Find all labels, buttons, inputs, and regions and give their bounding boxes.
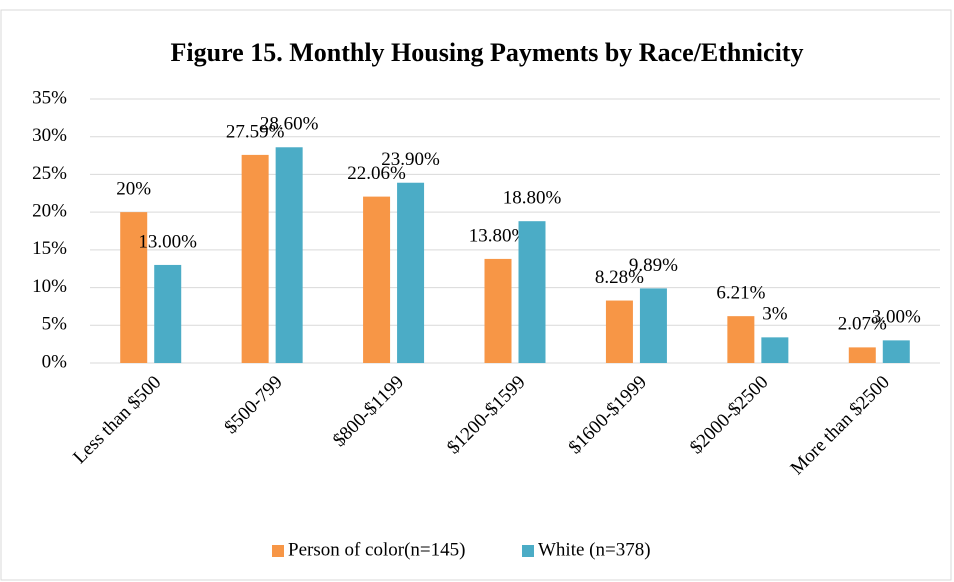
bar xyxy=(120,212,148,363)
value-label: 13.80% xyxy=(469,225,528,246)
value-label: 28.60% xyxy=(260,114,319,135)
chart-title: Figure 15. Monthly Housing Payments by R… xyxy=(171,38,804,67)
value-label: 3.00% xyxy=(872,307,921,328)
value-label: 2.07% xyxy=(838,314,887,335)
value-label: 3% xyxy=(762,304,788,325)
value-label: 18.80% xyxy=(503,188,562,209)
value-label: 6.21% xyxy=(716,283,765,304)
y-tick-label: 0% xyxy=(42,351,68,372)
bar xyxy=(363,196,391,363)
value-label: 20% xyxy=(116,179,151,200)
y-tick-label: 35% xyxy=(32,87,67,108)
bar xyxy=(605,300,633,363)
value-label: 22.06% xyxy=(347,163,406,184)
y-tick-label: 5% xyxy=(42,314,68,335)
value-label: 8.28% xyxy=(595,267,644,288)
y-tick-label: 25% xyxy=(32,163,67,184)
legend-label: Person of color(n=145) xyxy=(288,539,465,560)
bar xyxy=(154,264,182,363)
bar xyxy=(397,182,425,363)
value-label: 13.00% xyxy=(138,231,197,252)
legend-swatch xyxy=(522,545,534,557)
bar xyxy=(484,258,512,363)
bar xyxy=(275,147,303,363)
legend-swatch xyxy=(272,545,284,557)
value-label: 27.59% xyxy=(226,121,285,142)
bar xyxy=(241,154,269,363)
bar xyxy=(639,288,667,363)
legend-label: White (n=378) xyxy=(538,539,651,560)
value-label: 9.89% xyxy=(629,255,678,276)
bar xyxy=(518,221,546,363)
y-tick-label: 30% xyxy=(32,125,67,146)
y-tick-label: 15% xyxy=(32,238,67,259)
y-tick-label: 10% xyxy=(32,276,67,297)
y-tick-label: 20% xyxy=(32,201,67,222)
bar xyxy=(848,347,876,363)
value-label: 23.90% xyxy=(381,149,440,170)
bar xyxy=(761,337,789,363)
bar xyxy=(727,316,755,363)
bar xyxy=(882,340,910,363)
